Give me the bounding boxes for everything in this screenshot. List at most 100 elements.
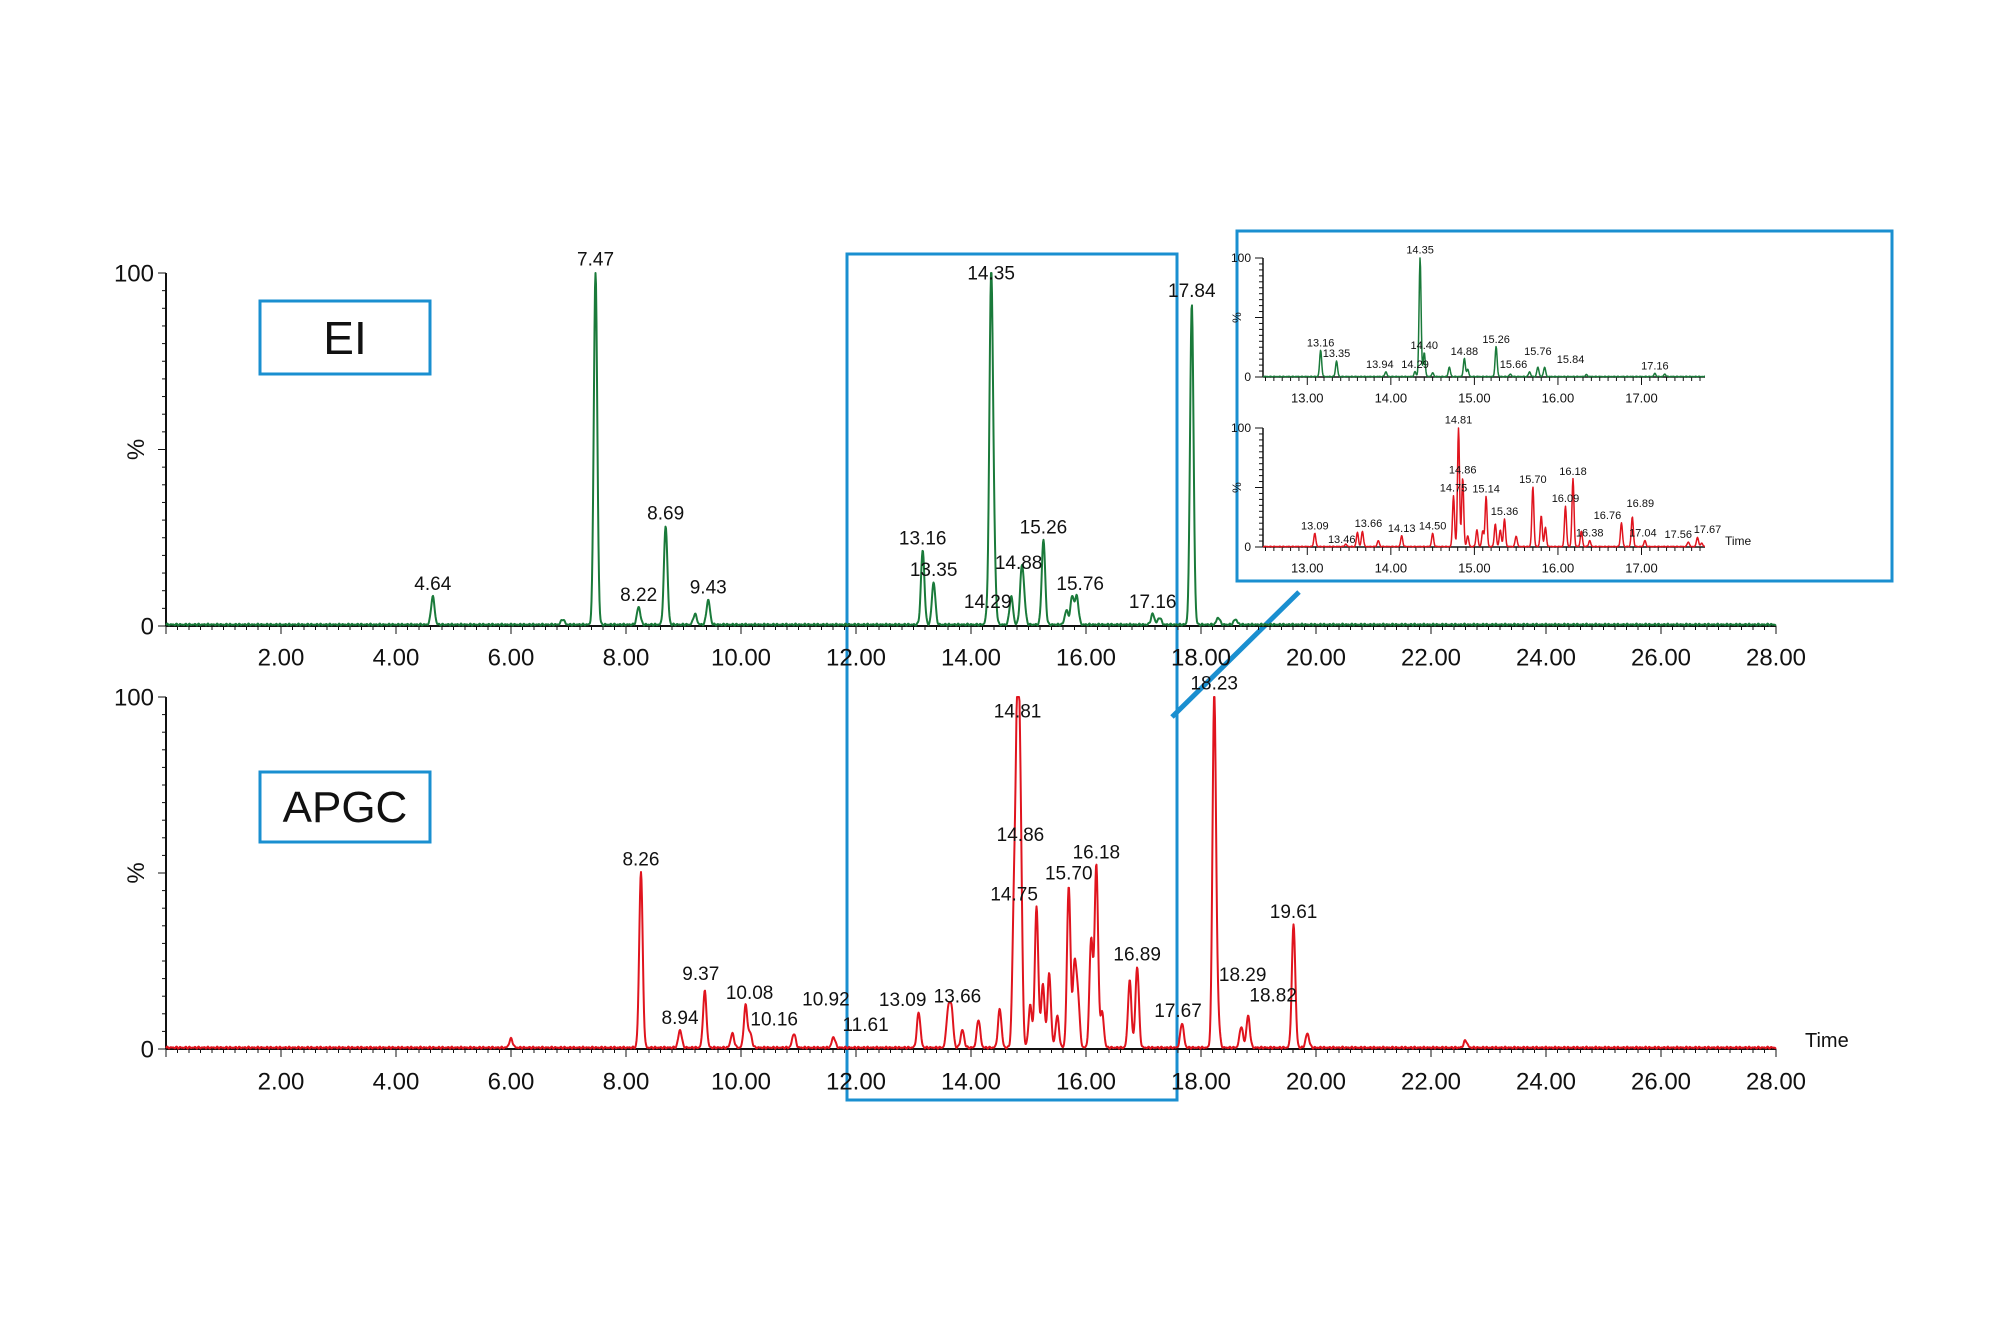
x-tick-label: 28.00 xyxy=(1746,644,1806,671)
peak-label: 8.26 xyxy=(622,849,659,870)
peak-label: 13.46 xyxy=(1328,534,1356,546)
peak-label: 17.84 xyxy=(1168,281,1216,302)
ei-label-box: EI xyxy=(258,299,432,376)
y-tick-label-0: 0 xyxy=(1244,540,1251,554)
peak-label: 7.47 xyxy=(577,249,614,270)
peak-label: 18.82 xyxy=(1249,986,1297,1007)
main-top-panel: 100 0% 2.00 4.00 6.00 8.00 10.00 12.00 14.00 16.0… xyxy=(114,249,1806,671)
x-tick-label: 16.00 xyxy=(1542,561,1575,576)
peak-label: 13.35 xyxy=(910,560,958,581)
peak-label: 13.66 xyxy=(934,987,982,1008)
inset-box xyxy=(1235,229,1894,583)
peak-label: 14.88 xyxy=(995,553,1043,574)
x-tick-label: 26.00 xyxy=(1631,1068,1691,1095)
peak-label: 13.16 xyxy=(899,528,947,549)
peak-label: 16.89 xyxy=(1627,498,1655,510)
apgc-label-box: APGC xyxy=(258,770,432,844)
x-tick-label: 15.00 xyxy=(1458,561,1491,576)
x-tick-label: 16.00 xyxy=(1056,644,1116,671)
x-tick-label: 2.00 xyxy=(258,644,305,671)
x-tick-label: 22.00 xyxy=(1401,1068,1461,1095)
peak-label: 16.76 xyxy=(1594,510,1622,522)
y-axis-label: % xyxy=(123,439,150,460)
peak-label: 15.66 xyxy=(1500,359,1528,371)
peak-label: 16.18 xyxy=(1073,842,1121,863)
x-tick-label: 8.00 xyxy=(603,1068,650,1095)
peak-label: 15.76 xyxy=(1524,346,1552,358)
peak-label: 13.66 xyxy=(1355,518,1383,530)
peak-label: 15.26 xyxy=(1482,334,1510,346)
peak-label: 10.16 xyxy=(750,1009,798,1030)
x-tick-label: 14.00 xyxy=(941,644,1001,671)
peak-label: 11.61 xyxy=(843,1015,889,1036)
peak-label: 17.04 xyxy=(1629,528,1657,540)
x-tick-label: 17.00 xyxy=(1625,561,1658,576)
peak-label: 14.35 xyxy=(967,264,1015,285)
x-tick-label: 16.00 xyxy=(1542,391,1575,406)
x-tick-label: 18.00 xyxy=(1171,644,1231,671)
inset-top-trace xyxy=(1262,257,1706,378)
y-axis-label: % xyxy=(1230,482,1244,493)
x-tick-label: 20.00 xyxy=(1286,1068,1346,1095)
peak-label: 17.16 xyxy=(1641,361,1669,373)
y-axis-label: % xyxy=(1230,312,1244,323)
x-axis-label-time: Time xyxy=(1725,534,1752,548)
x-tick-label: 15.00 xyxy=(1458,391,1491,406)
peak-label: 15.36 xyxy=(1491,506,1519,518)
peak-label: 14.29 xyxy=(1401,359,1429,371)
peak-label: 14.86 xyxy=(997,825,1045,846)
x-tick-label: 12.00 xyxy=(826,644,886,671)
zoom-region-box xyxy=(845,252,1179,1102)
peak-label: 10.92 xyxy=(802,989,850,1010)
inset-bottom-trace xyxy=(1262,427,1706,548)
y-tick-label-100: 100 xyxy=(114,684,154,711)
apgc-label: APGC xyxy=(283,783,408,832)
x-tick-label: 18.00 xyxy=(1171,1068,1231,1095)
peak-label: 9.43 xyxy=(690,578,727,599)
peak-label: 8.69 xyxy=(647,504,684,525)
peak-label: 15.70 xyxy=(1519,474,1547,486)
peak-label: 17.16 xyxy=(1129,592,1177,613)
peak-label: 14.86 xyxy=(1449,465,1477,477)
peak-label: 17.67 xyxy=(1694,524,1722,536)
peak-label: 14.75 xyxy=(1440,482,1468,494)
peak-label: 13.35 xyxy=(1323,348,1351,360)
peak-label: 15.26 xyxy=(1020,518,1068,539)
y-tick-label-100: 100 xyxy=(114,260,154,287)
peak-label: 10.08 xyxy=(726,983,774,1004)
x-axis-label-time: Time xyxy=(1805,1030,1849,1052)
peak-label: 17.67 xyxy=(1154,1001,1202,1022)
ei-label: EI xyxy=(323,312,366,364)
y-tick-label-100: 100 xyxy=(1231,421,1251,435)
peak-label: 14.35 xyxy=(1406,245,1434,257)
peak-label: 13.16 xyxy=(1307,337,1335,349)
peak-label: 19.61 xyxy=(1270,902,1318,923)
peak-label: 14.29 xyxy=(964,592,1012,613)
main-bottom-trace xyxy=(165,696,1777,1050)
x-tick-label: 16.00 xyxy=(1056,1068,1116,1095)
x-tick-label: 13.00 xyxy=(1291,391,1324,406)
peak-label: 13.09 xyxy=(1301,521,1329,533)
peak-label: 18.29 xyxy=(1219,965,1267,986)
peak-label: 14.81 xyxy=(994,702,1042,723)
y-axis-label: % xyxy=(123,862,150,883)
peak-label: 17.56 xyxy=(1665,529,1693,541)
x-tick-label: 6.00 xyxy=(488,1068,535,1095)
main-top-trace xyxy=(165,272,1777,627)
x-tick-label: 24.00 xyxy=(1516,1068,1576,1095)
x-tick-label: 20.00 xyxy=(1286,644,1346,671)
peak-label: 15.70 xyxy=(1045,863,1093,884)
zoom-connector-line xyxy=(1170,590,1301,719)
x-tick-label: 2.00 xyxy=(258,1068,305,1095)
peak-label: 8.94 xyxy=(662,1008,699,1029)
peak-label: 14.40 xyxy=(1410,340,1438,352)
x-tick-label: 6.00 xyxy=(488,644,535,671)
peak-label: 8.22 xyxy=(620,585,657,606)
x-tick-label: 10.00 xyxy=(711,1068,771,1095)
x-tick-label: 28.00 xyxy=(1746,1068,1806,1095)
x-tick-label: 14.00 xyxy=(941,1068,1001,1095)
peak-label: 16.89 xyxy=(1113,944,1161,965)
peak-label: 9.37 xyxy=(682,964,719,985)
x-tick-label: 4.00 xyxy=(373,1068,420,1095)
